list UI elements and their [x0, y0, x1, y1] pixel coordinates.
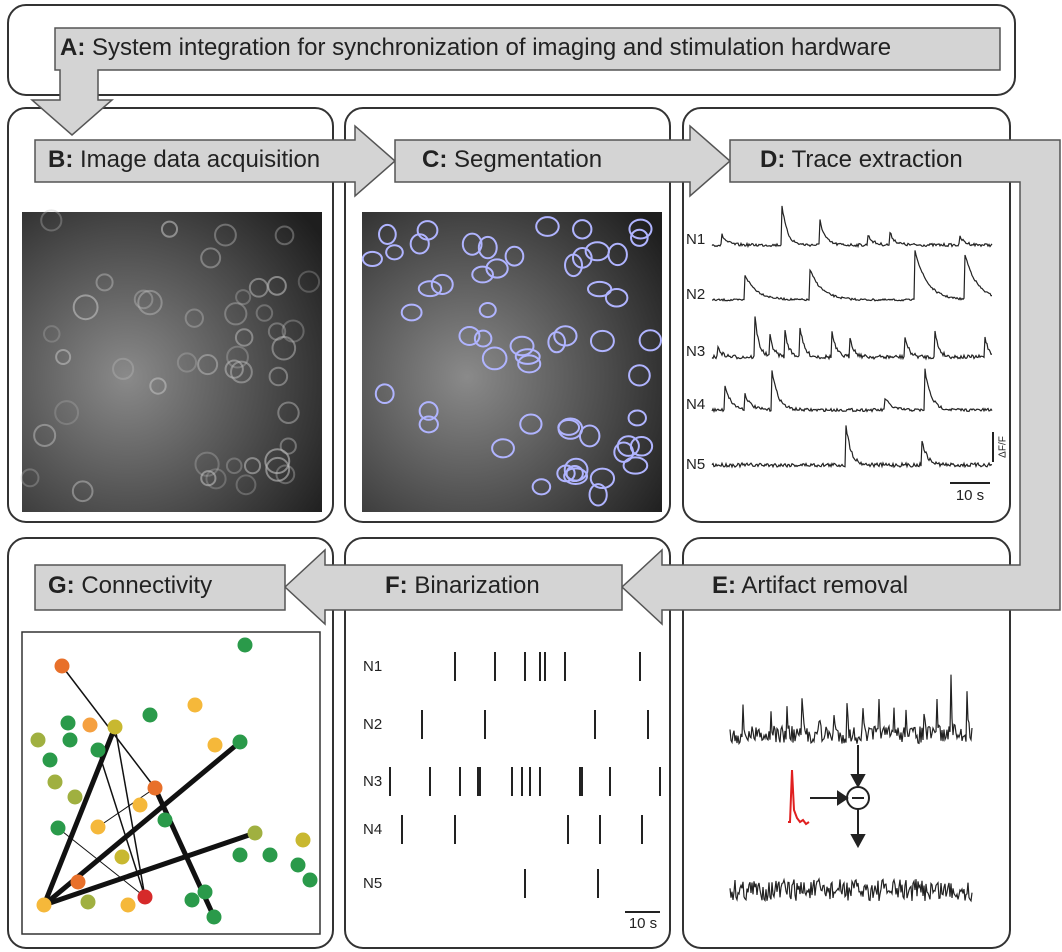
node [291, 858, 306, 873]
panel-title: Segmentation [454, 146, 602, 173]
node [63, 733, 78, 748]
node [133, 798, 148, 813]
node [51, 821, 66, 836]
panel-letter: A: [60, 34, 85, 61]
node [31, 733, 46, 748]
node [208, 738, 223, 753]
node [108, 720, 123, 735]
panel-title: Trace extraction [792, 146, 963, 173]
node [83, 718, 98, 733]
raster-label: N5 [363, 875, 382, 892]
node [263, 848, 278, 863]
banner-title: C: Segmentation [422, 146, 602, 173]
panel-letter: D: [760, 146, 785, 173]
node [37, 898, 52, 913]
node [91, 820, 106, 835]
node [138, 890, 153, 905]
node [303, 873, 318, 888]
node [148, 781, 163, 796]
node [61, 716, 76, 731]
panel-letter: G: [48, 572, 75, 599]
node [48, 775, 63, 790]
banner-title: E: Artifact removal [712, 572, 908, 599]
raster-label: N1 [363, 658, 382, 675]
banner-title: D: Trace extraction [760, 146, 963, 173]
time-scale: 10 s [956, 487, 984, 504]
node [71, 875, 86, 890]
banner-title: B: Image data acquisition [48, 146, 320, 173]
banner-title: A: System integration for synchronizatio… [60, 34, 891, 61]
panel-title: System integration for synchronization o… [92, 34, 891, 61]
node [233, 848, 248, 863]
banner-title: G: Connectivity [48, 572, 212, 599]
node [91, 743, 106, 758]
node [207, 910, 222, 925]
node [248, 826, 263, 841]
panel-title: Artifact removal [741, 572, 908, 599]
node [121, 898, 136, 913]
node [158, 813, 173, 828]
panel-title: Image data acquisition [80, 146, 320, 173]
node [81, 895, 96, 910]
raster-label: N2 [363, 716, 382, 733]
raster-label: N4 [363, 821, 382, 838]
raster-label: N3 [363, 773, 382, 790]
node [55, 659, 70, 674]
panel-letter: E: [712, 572, 736, 599]
node [185, 893, 200, 908]
banner-title: F: Binarization [385, 572, 540, 599]
figure: A: System integration for synchronizatio… [0, 0, 1062, 952]
amplitude-scale: ΔF/F [998, 436, 1009, 458]
node [233, 735, 248, 750]
trace-label: N2 [686, 286, 705, 303]
panel-title: Binarization [414, 572, 539, 599]
trace-label: N3 [686, 343, 705, 360]
node [143, 708, 158, 723]
panel-letter: B: [48, 146, 73, 173]
node [198, 885, 213, 900]
panel-letter: C: [422, 146, 447, 173]
node [188, 698, 203, 713]
node [68, 790, 83, 805]
trace-label: N4 [686, 396, 705, 413]
panel-letter: F: [385, 572, 408, 599]
node [43, 753, 58, 768]
trace-label: N1 [686, 231, 705, 248]
time-scale: 10 s [629, 915, 657, 932]
trace-label: N5 [686, 456, 705, 473]
node [296, 833, 311, 848]
panel-title: Connectivity [81, 572, 212, 599]
node [115, 850, 130, 865]
segmented-image [362, 212, 662, 512]
node [238, 638, 253, 653]
